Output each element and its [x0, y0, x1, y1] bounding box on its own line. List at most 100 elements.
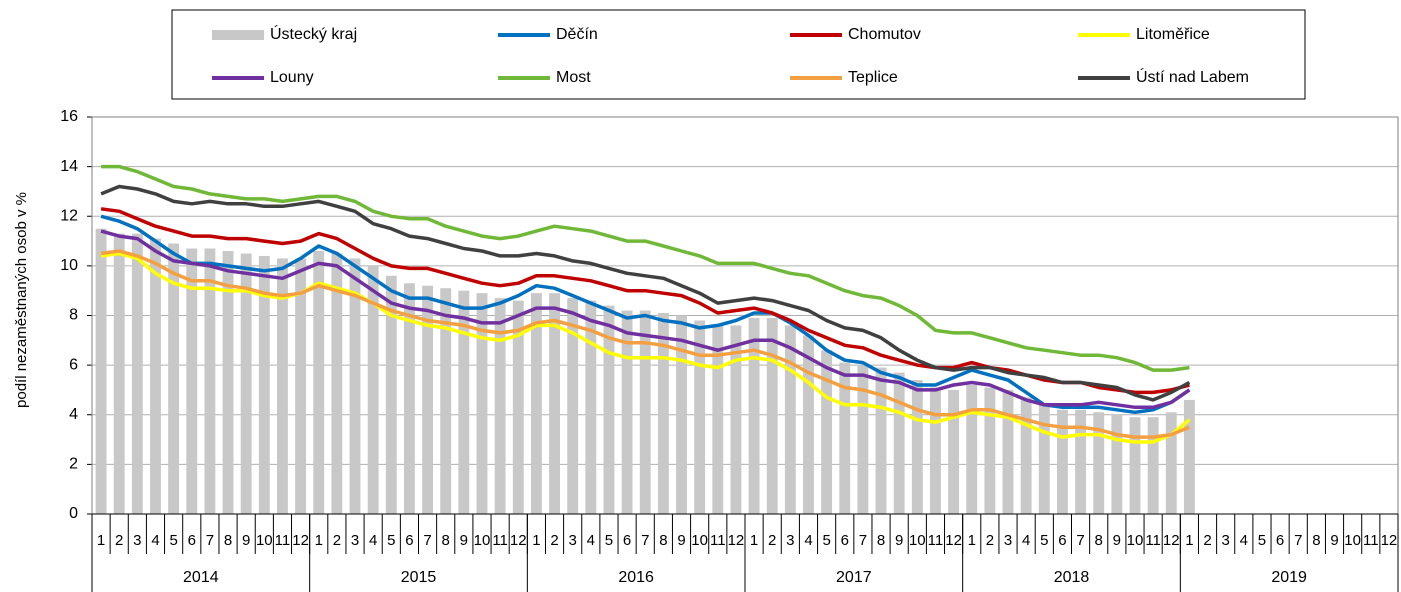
bar: [204, 248, 216, 514]
year-label: 2016: [618, 569, 654, 586]
x-tick-label: 4: [1240, 532, 1248, 549]
x-tick-label: 12: [292, 532, 309, 549]
bar: [984, 387, 996, 514]
bar: [530, 293, 542, 514]
year-label: 2018: [1054, 569, 1090, 586]
bar: [766, 317, 778, 514]
bar: [966, 384, 978, 514]
bar: [875, 367, 887, 514]
x-tick-label: 9: [1330, 532, 1338, 549]
x-tick-label: 6: [1058, 532, 1066, 549]
bar: [567, 298, 579, 514]
x-tick-label: 4: [587, 532, 595, 549]
x-tick-label: 3: [1222, 532, 1230, 549]
bar: [639, 310, 651, 514]
y-tick-label: 12: [60, 207, 78, 224]
x-tick-label: 3: [569, 532, 577, 549]
x-tick-label: 7: [206, 532, 214, 549]
bar: [476, 293, 488, 514]
x-tick-label: 2: [115, 532, 123, 549]
x-tick-label: 2: [1203, 532, 1211, 549]
x-tick-label: 5: [605, 532, 613, 549]
y-tick-label: 10: [60, 257, 78, 274]
legend-label: Děčín: [556, 26, 598, 43]
x-tick-label: 1: [97, 532, 105, 549]
x-tick-label: 8: [1312, 532, 1320, 549]
y-tick-label: 2: [69, 456, 78, 473]
bar: [930, 387, 941, 514]
x-tick-label: 4: [369, 532, 377, 549]
bar: [113, 233, 125, 514]
x-tick-label: 12: [1163, 532, 1180, 549]
bar: [295, 258, 307, 514]
bar: [403, 283, 415, 514]
y-axis-label: podíl nezaměstnaných osob v %: [13, 192, 30, 408]
x-tick-label: 12: [728, 532, 745, 549]
x-tick-label: 10: [1127, 532, 1144, 549]
x-tick-label: 9: [895, 532, 903, 549]
x-tick-label: 6: [623, 532, 631, 549]
line: [100, 214, 1191, 415]
bar: [1111, 414, 1123, 514]
x-tick-label: 1: [315, 532, 323, 549]
x-tick-label: 8: [659, 532, 667, 549]
x-tick-label: 7: [1294, 532, 1302, 549]
bar: [621, 310, 633, 514]
bar: [494, 298, 506, 514]
bar: [150, 238, 161, 515]
x-tick-label: 1: [750, 532, 758, 549]
bar: [1093, 412, 1105, 514]
bar: [1056, 409, 1068, 514]
line: [100, 184, 1191, 402]
y-tick-label: 6: [69, 356, 78, 373]
bar: [277, 258, 288, 514]
x-tick-label: 7: [859, 532, 867, 549]
x-tick-label: 3: [786, 532, 794, 549]
bar: [1165, 412, 1177, 514]
bar: [1038, 404, 1050, 514]
x-tick-label: 1: [532, 532, 540, 549]
x-tick-label: 2: [550, 532, 558, 549]
x-tick-label: 10: [1344, 532, 1361, 549]
x-tick-label: 11: [492, 532, 508, 549]
bar: [1129, 417, 1141, 514]
x-tick-label: 7: [1076, 532, 1084, 549]
bar: [803, 335, 814, 514]
x-tick-label: 11: [1363, 532, 1379, 549]
y-tick-label: 14: [60, 158, 78, 175]
legend-label: Teplice: [848, 69, 898, 86]
line: [101, 164, 1190, 372]
bar: [313, 250, 325, 515]
bar: [422, 285, 434, 514]
x-tick-label: 3: [351, 532, 359, 549]
bar: [258, 255, 270, 514]
legend-label: Chomutov: [848, 26, 921, 43]
x-tick-label: 9: [677, 532, 685, 549]
bar: [367, 265, 379, 514]
x-tick-label: 5: [1258, 532, 1266, 549]
y-tick-label: 0: [69, 505, 78, 522]
x-tick-label: 9: [460, 532, 468, 549]
x-tick-label: 5: [387, 532, 395, 549]
bar: [131, 233, 143, 514]
year-label: 2017: [836, 569, 872, 586]
x-tick-label: 6: [188, 532, 196, 549]
line: [100, 251, 1191, 444]
x-tick-label: 7: [423, 532, 431, 549]
x-tick-label: 11: [1145, 532, 1161, 549]
legend-swatch: [212, 30, 264, 40]
x-tick-label: 3: [1004, 532, 1012, 549]
x-tick-label: 2: [986, 532, 994, 549]
bar: [730, 325, 742, 514]
bar: [657, 313, 669, 514]
bar: [1075, 409, 1087, 514]
legend-label: Louny: [270, 69, 314, 86]
legend-label: Ústecký kraj: [270, 24, 357, 43]
x-tick-label: 4: [1022, 532, 1030, 549]
legend-label: Most: [556, 69, 591, 86]
legend-label: Ústí nad Labem: [1136, 67, 1249, 86]
x-tick-label: 12: [510, 532, 527, 549]
x-tick-label: 2: [333, 532, 341, 549]
bar: [857, 365, 869, 514]
